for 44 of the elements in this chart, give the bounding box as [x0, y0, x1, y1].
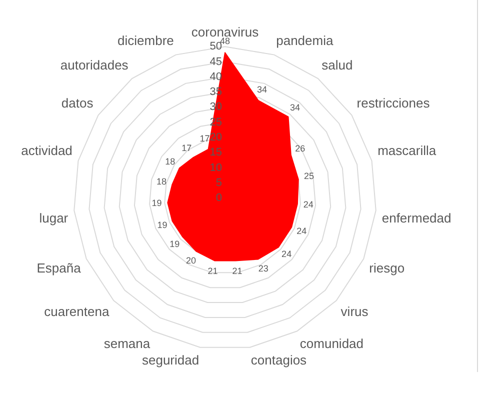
spoke-label: mascarilla [378, 143, 437, 158]
spoke-label: contagios [250, 352, 308, 368]
spoke-label: restricciones [356, 96, 430, 111]
spoke-label: enfermedad [382, 210, 452, 226]
data-label: 20 [186, 255, 196, 266]
data-label: 24 [282, 249, 292, 260]
data-label: 26 [295, 143, 306, 154]
spoke-label: lugar [39, 210, 69, 226]
data-label: 24 [296, 226, 307, 236]
data-label: 19 [152, 198, 162, 208]
y-tick-label: 50 [210, 40, 222, 53]
y-tick-label: 15 [210, 146, 222, 159]
spoke-label: salud [322, 58, 353, 73]
data-label: 18 [165, 156, 176, 167]
spoke-label: riesgo [369, 260, 405, 276]
spoke-label: cuarentena [44, 304, 110, 319]
spoke-label: autoridades [60, 58, 129, 73]
data-label: 24 [303, 199, 314, 210]
data-label: 34 [256, 84, 268, 95]
y-tick-label: 10 [210, 162, 222, 174]
y-tick-label: 5 [216, 176, 222, 189]
spoke-label: comunidad [300, 336, 364, 351]
spoke-label: diciembre [118, 32, 174, 48]
spoke-label: pandemia [276, 32, 334, 48]
spoke-label: virus [340, 304, 369, 319]
data-label: 34 [290, 102, 300, 113]
spoke-label: España [36, 260, 82, 276]
spoke-label: seguridad [142, 352, 200, 368]
spoke-label: semana [104, 336, 151, 351]
spoke-label: datos [61, 96, 94, 111]
data-label: 19 [170, 238, 180, 249]
data-label: 21 [208, 266, 218, 276]
y-tick-label: 0 [216, 192, 222, 204]
y-tick-label: 45 [210, 56, 222, 68]
spoke-label: actividad [21, 143, 72, 158]
data-label: 21 [232, 266, 242, 276]
data-label: 48 [220, 36, 230, 46]
data-label: 19 [157, 220, 168, 230]
y-tick-label: 20 [210, 131, 222, 144]
data-label: 17 [182, 143, 192, 154]
data-label: 18 [156, 176, 167, 186]
data-label: 23 [258, 263, 268, 274]
data-label: 25 [304, 171, 314, 182]
data-label: 17 [200, 133, 210, 144]
